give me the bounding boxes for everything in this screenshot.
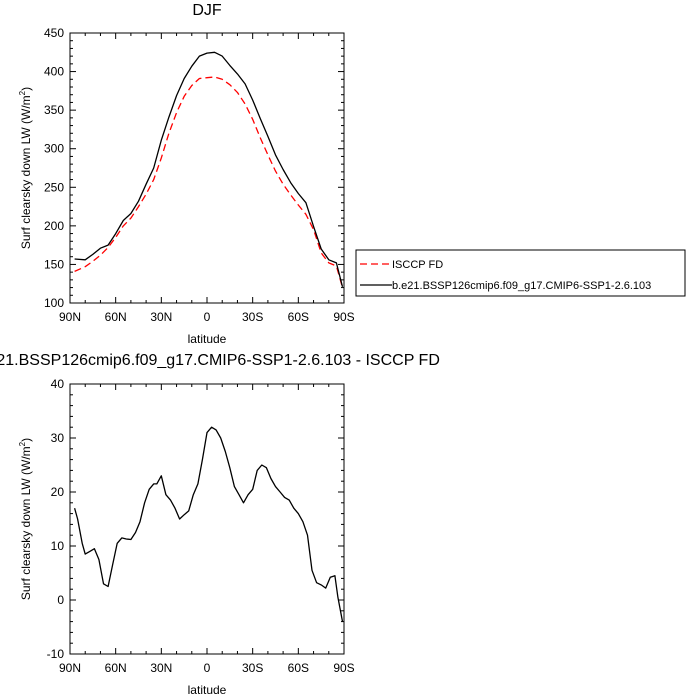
top-chart-series-group: [74, 51, 344, 288]
bottom-chart-x-tick-label: 30S: [242, 661, 263, 675]
top-chart-series-line-1: [74, 76, 344, 288]
top-chart-x-tick-label: 30N: [150, 310, 172, 324]
bottom-chart-x-tick-label: 90N: [59, 661, 81, 675]
top-chart-x-tick-label: 60S: [288, 310, 309, 324]
top-chart-y-axis-label: Surf clearsky down LW (W/m2): [18, 87, 33, 249]
bottom-chart-y-tick-label: 0: [57, 593, 64, 607]
top-chart: DJF 90N 60N 30N 0 30S 60S 90S 100 150 200 250 300 35…: [18, 2, 355, 346]
bottom-chart-y-axis-label-superscript: 2: [18, 441, 27, 446]
top-chart-y-tick-label: 200: [44, 219, 64, 233]
bottom-chart-title: b.e21.BSSP126cmip6.f09_g17.CMIP6-SSP1-2.…: [0, 352, 440, 369]
bottom-chart-y-tick-label: 10: [51, 539, 65, 553]
bottom-chart-series-group: [73, 426, 344, 622]
bottom-chart-ticks: 90N 60N 30N 0 30S 60S 90S -10 0 10 20 30 40: [47, 377, 355, 675]
top-chart-title: DJF: [192, 2, 222, 19]
bottom-chart-x-tick-label: 60S: [288, 661, 309, 675]
bottom-chart-y-axis-label: Surf clearsky down LW (W/m2): [18, 438, 33, 600]
top-chart-y-tick-label: 100: [44, 296, 64, 310]
legend-label-isccp: ISCCP FD: [392, 259, 443, 271]
top-chart-y-tick-label: 450: [44, 26, 64, 40]
top-chart-y-axis-label-superscript: 2: [18, 90, 27, 95]
bottom-chart-x-axis-label: latitude: [188, 683, 227, 697]
legend-box: [355, 249, 686, 297]
top-chart-x-tick-label: 0: [204, 310, 211, 324]
top-chart-x-tick-label: 90S: [333, 310, 354, 324]
bottom-chart-y-tick-label: -10: [47, 647, 65, 661]
bottom-chart-y-tick-label: 20: [51, 485, 65, 499]
bottom-chart: b.e21.BSSP126cmip6.f09_g17.CMIP6-SSP1-2.…: [0, 352, 440, 697]
top-chart-plot-frame: [69, 32, 345, 304]
top-chart-x-tick-label: 30S: [242, 310, 263, 324]
top-chart-y-tick-label: 250: [44, 180, 64, 194]
top-chart-x-tick-label: 60N: [105, 310, 127, 324]
bottom-chart-x-tick-label: 0: [204, 661, 211, 675]
legend-label-model: b.e21.BSSP126cmip6.f09_g17.CMIP6-SSP1-2.…: [392, 280, 651, 292]
top-chart-ticks: 90N 60N 30N 0 30S 60S 90S 100 150 200 250 300 350 400…: [44, 26, 355, 324]
top-chart-x-axis-label: latitude: [188, 332, 227, 346]
bottom-chart-series-line-1: [73, 426, 344, 622]
bottom-chart-y-tick-label: 30: [51, 431, 65, 445]
top-chart-y-tick-label: 400: [44, 65, 64, 79]
bottom-chart-y-tick-label: 40: [51, 377, 65, 391]
top-chart-series-line-2: [74, 51, 344, 287]
top-chart-y-tick-label: 300: [44, 142, 64, 156]
top-chart-y-tick-label: 150: [44, 257, 64, 271]
bottom-chart-x-tick-label: 60N: [105, 661, 127, 675]
bottom-chart-x-tick-label: 90S: [333, 661, 354, 675]
legend: ISCCP FD b.e21.BSSP126cmip6.f09_g17.CMIP…: [355, 249, 686, 297]
top-chart-y-tick-label: 350: [44, 103, 64, 117]
bottom-chart-plot-frame: [69, 383, 345, 655]
bottom-chart-x-tick-label: 30N: [150, 661, 172, 675]
top-chart-x-tick-label: 90N: [59, 310, 81, 324]
